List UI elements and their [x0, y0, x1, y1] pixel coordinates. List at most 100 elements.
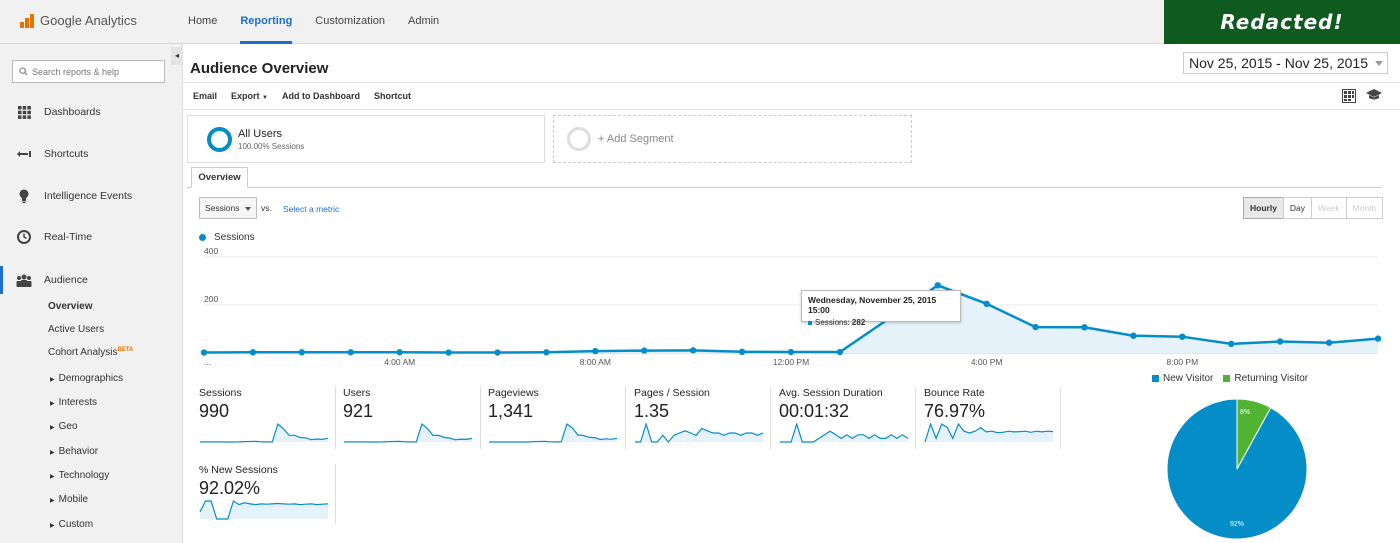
app-name: Google Analytics — [40, 13, 137, 28]
sidebar-item-real-time[interactable]: Real-Time — [0, 224, 183, 250]
metric-bounce-rate[interactable]: Bounce Rate 76.97% — [924, 387, 1069, 449]
legend-label: New Visitor — [1163, 373, 1214, 384]
sidebar-group-demographics[interactable]: ▶ Demographics — [50, 373, 123, 384]
sparkline — [489, 423, 618, 443]
metric--new-sessions[interactable]: % New Sessions 92.02% — [199, 464, 344, 526]
legend-returning-visitor[interactable]: Returning Visitor — [1223, 373, 1308, 384]
sidebar-group-behavior[interactable]: ▶ Behavior — [50, 446, 98, 457]
sidebar-group-technology[interactable]: ▶ Technology — [50, 470, 109, 481]
data-point[interactable] — [1325, 339, 1333, 346]
sidebar-item-audience[interactable]: Audience — [0, 266, 183, 294]
data-point[interactable] — [1228, 340, 1235, 348]
data-point[interactable] — [934, 282, 941, 289]
sidebar-group-mobile[interactable]: ▶ Mobile — [50, 494, 88, 505]
customize-grid-icon[interactable] — [1342, 89, 1356, 103]
data-point[interactable] — [983, 300, 990, 307]
group-label: Geo — [58, 421, 78, 432]
series-area — [204, 285, 1378, 353]
triangle-right-icon: ▶ — [50, 377, 55, 383]
sidebar-sub-active-users[interactable]: Active Users — [48, 324, 105, 335]
page-title: Audience Overview — [190, 60, 329, 77]
data-point[interactable] — [494, 349, 501, 356]
pie-slice-returning-visitor[interactable] — [1236, 398, 1272, 470]
legend-dot — [199, 234, 206, 241]
shortcut-button[interactable]: Shortcut — [374, 91, 411, 101]
data-point[interactable] — [1276, 338, 1284, 345]
segment-all-users[interactable]: All Users 100.00% Sessions — [187, 115, 545, 163]
legend-new-visitor[interactable]: New Visitor — [1152, 373, 1213, 384]
data-point[interactable] — [200, 349, 208, 356]
sidebar-item-intelligence-events[interactable]: Intelligence Events — [0, 183, 183, 209]
select-metric-link[interactable]: Select a metric — [283, 204, 340, 214]
divider — [183, 82, 1400, 83]
data-point[interactable] — [445, 349, 452, 356]
nav-customization[interactable]: Customization — [315, 15, 385, 27]
x-tick-label: 4:00 AM — [384, 357, 415, 367]
metric-select-value: Sessions — [205, 203, 240, 213]
nav-reporting[interactable]: Reporting — [240, 0, 293, 44]
granularity-toggle: Hourly Day Week Month — [1243, 197, 1384, 219]
nav-home[interactable]: Home — [188, 15, 218, 27]
date-range-value: Nov 25, 2015 - Nov 25, 2015 — [1189, 55, 1369, 71]
metric-avg-session-duration[interactable]: Avg. Session Duration 00:01:32 — [779, 387, 924, 449]
metric-select[interactable]: Sessions — [199, 197, 257, 219]
pie-label-returning-visitor: 8% — [1240, 409, 1250, 416]
data-point[interactable] — [641, 347, 648, 354]
metric-pageviews[interactable]: Pageviews 1,341 — [488, 387, 633, 449]
export-button[interactable]: Export ▼ — [231, 91, 268, 101]
data-point[interactable] — [738, 348, 746, 355]
graduation-cap-icon[interactable] — [1366, 89, 1382, 101]
metric-divider — [625, 387, 626, 449]
sidebar-sub-overview[interactable]: Overview — [48, 301, 93, 312]
add-segment-button[interactable]: + Add Segment — [553, 115, 912, 163]
sidebar-sub-cohort-analysis[interactable]: Cohort AnalysisBETA — [48, 347, 133, 358]
visitor-pie-chart[interactable]: 92% 8% — [1165, 397, 1309, 541]
metric-users[interactable]: Users 921 — [343, 387, 488, 449]
data-point[interactable] — [787, 348, 795, 356]
data-point[interactable] — [1032, 323, 1039, 331]
data-point[interactable] — [1179, 333, 1186, 340]
data-point[interactable] — [689, 347, 697, 354]
search-box[interactable] — [12, 60, 165, 83]
sidebar-item-shortcuts[interactable]: Shortcuts — [0, 141, 183, 167]
metric-sessions[interactable]: Sessions 990 — [199, 387, 344, 449]
nav-admin[interactable]: Admin — [408, 15, 440, 27]
search-input[interactable] — [32, 66, 162, 77]
data-point[interactable] — [1374, 335, 1382, 342]
data-point[interactable] — [1130, 332, 1137, 339]
metric-pages-session[interactable]: Pages / Session 1.35 — [634, 387, 779, 449]
tab-overview[interactable]: Overview — [191, 167, 248, 188]
sidebar-group-interests[interactable]: ▶ Interests — [50, 397, 97, 408]
data-point[interactable] — [1081, 324, 1088, 331]
granularity-hourly[interactable]: Hourly — [1243, 197, 1284, 219]
email-button[interactable]: Email — [193, 91, 218, 101]
sessions-line-chart[interactable]: 200 400... 4:00 AM 8:00 AM 12:00 PM 4:00 PM 8:… — [183, 245, 1400, 370]
sidebar-item-label: Shortcuts — [44, 148, 89, 160]
data-point[interactable] — [298, 349, 306, 356]
pie-label-new-visitor: 92% — [1230, 521, 1244, 528]
sidebar-item-label: Intelligence Events — [44, 190, 133, 202]
data-point[interactable] — [249, 349, 257, 356]
grid-icon — [16, 104, 32, 120]
legend-label: Sessions — [214, 232, 255, 243]
tab-divider — [187, 187, 1382, 188]
report-toolbar: Email Export ▼ Add to Dashboard Shortcut — [193, 91, 411, 101]
sparkline-line — [343, 423, 473, 443]
granularity-day[interactable]: Day — [1282, 197, 1313, 219]
date-range-picker[interactable]: Nov 25, 2015 - Nov 25, 2015 — [1183, 52, 1388, 74]
app-logo[interactable]: Google Analytics — [20, 13, 137, 28]
add-to-dashboard-button[interactable]: Add to Dashboard — [282, 91, 360, 101]
sidebar-item-dashboards[interactable]: Dashboards — [0, 99, 183, 125]
data-point[interactable] — [592, 347, 599, 355]
data-point[interactable] — [347, 349, 354, 356]
vs-label: vs. — [261, 203, 272, 213]
sidebar-group-custom[interactable]: ▶ Custom — [50, 519, 93, 530]
collapse-sidebar-button[interactable]: ◂ — [171, 47, 183, 65]
data-point[interactable] — [543, 349, 550, 356]
sidebar-group-geo[interactable]: ▶ Geo — [50, 421, 78, 432]
metric-divider — [770, 387, 771, 449]
metric-value: 00:01:32 — [779, 401, 850, 421]
data-point[interactable] — [836, 348, 844, 356]
sparkline — [635, 423, 764, 443]
data-point[interactable] — [396, 349, 403, 356]
